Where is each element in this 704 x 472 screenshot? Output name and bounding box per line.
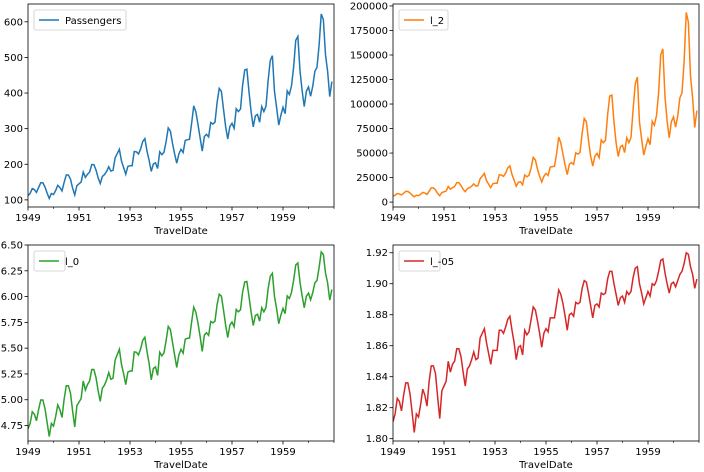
y-tick-label: 1.88	[366, 310, 388, 321]
x-tick-label: 1959	[635, 447, 660, 458]
y-tick-label: 1.86	[366, 341, 388, 352]
x-tick-label: 1953	[482, 447, 507, 458]
y-tick-label: 0	[382, 198, 388, 209]
series-line	[28, 13, 333, 201]
chart-panel-4: 1949 1951 1953 1955 1957 1959 1.80 1.82 1.84 1.86…	[366, 244, 700, 471]
x-tick-label: 1949	[15, 213, 40, 224]
x-tick-label: 1955	[533, 213, 558, 224]
series-line	[393, 12, 698, 198]
x-tick-label: 1957	[219, 447, 244, 458]
y-tick-label: 6.25	[1, 266, 23, 277]
x-tick-label: 1955	[168, 447, 193, 458]
y-tick-label: 4.75	[1, 421, 23, 432]
legend: l_0	[33, 250, 79, 272]
y-tick-label: 1.90	[366, 279, 388, 290]
x-axis-label: TravelDate	[518, 460, 573, 471]
x-tick-label: 1957	[219, 213, 244, 224]
x-tick-label: 1949	[380, 213, 405, 224]
y-tick-label: 125000	[350, 75, 388, 86]
legend-label: l_2	[430, 16, 444, 27]
legend: l_2	[398, 9, 449, 31]
y-tick-label: 400	[4, 89, 23, 100]
x-tick-label: 1959	[270, 447, 295, 458]
plot-frame	[27, 3, 335, 208]
y-tick-label: 1.84	[366, 372, 388, 383]
y-tick-label: 50000	[356, 149, 388, 160]
x-tick-label: 1949	[380, 447, 405, 458]
x-tick-label: 1951	[431, 213, 456, 224]
legend-label: l_-05	[430, 257, 454, 268]
x-tick-label: 1959	[270, 213, 295, 224]
legend: Passengers	[33, 9, 127, 31]
x-tick-label: 1955	[168, 213, 193, 224]
y-tick-label: 1.92	[366, 248, 388, 259]
y-tick-label: 300	[4, 124, 23, 135]
legend-box	[33, 9, 127, 31]
y-tick-label: 100	[4, 195, 23, 206]
x-tick-label: 1957	[584, 213, 609, 224]
y-tick-label: 200	[4, 160, 23, 171]
legend: l_-05	[398, 250, 454, 272]
plot-frame	[27, 244, 335, 442]
y-tick-label: 1.82	[366, 403, 388, 414]
y-tick-label: 25000	[356, 173, 388, 184]
y-tick-label: 5.75	[1, 318, 23, 329]
y-tick-label: 500	[4, 53, 23, 64]
x-tick-label: 1957	[584, 447, 609, 458]
y-tick-label: 100000	[350, 100, 388, 111]
x-tick-label: 1951	[66, 213, 91, 224]
y-tick-label: 5.50	[1, 344, 23, 355]
y-tick-label: 75000	[356, 124, 388, 135]
x-axis-label: TravelDate	[518, 226, 573, 237]
chart-panel-2: 1949 1951 1953 1955 1957 1959 0 25000 50000 75000…	[350, 1, 700, 237]
y-tick-label: 200000	[350, 1, 388, 12]
y-tick-label: 5.25	[1, 369, 23, 380]
y-tick-label: 175000	[350, 26, 388, 37]
x-tick-label: 1949	[15, 447, 40, 458]
legend-label: Passengers	[65, 16, 121, 27]
x-axis-label: TravelDate	[153, 226, 208, 237]
plot-frame	[392, 3, 700, 208]
y-tick-label: 600	[4, 17, 23, 28]
series-line	[393, 251, 698, 433]
x-tick-label: 1953	[482, 213, 507, 224]
legend-label: l_0	[65, 257, 79, 268]
x-tick-label: 1953	[117, 213, 142, 224]
x-axis-label: TravelDate	[153, 460, 208, 471]
series-line	[28, 250, 333, 437]
y-tick-label: 6.00	[1, 292, 23, 303]
y-tick-label: 1.80	[366, 434, 388, 445]
y-tick-label: 5.00	[1, 395, 23, 406]
x-tick-label: 1955	[533, 447, 558, 458]
chart-panel-3: 1949 1951 1953 1955 1957 1959 4.75 5.00 5.25 5.50…	[1, 241, 335, 471]
y-tick-label: 6.50	[1, 241, 23, 252]
x-tick-label: 1951	[66, 447, 91, 458]
x-tick-label: 1951	[431, 447, 456, 458]
y-tick-label: 150000	[350, 50, 388, 61]
x-tick-label: 1959	[635, 213, 660, 224]
chart-panel-1: 1949 1951 1953 1955 1957 1959 100 200 300 400 500 6…	[4, 3, 335, 237]
x-tick-label: 1953	[117, 447, 142, 458]
